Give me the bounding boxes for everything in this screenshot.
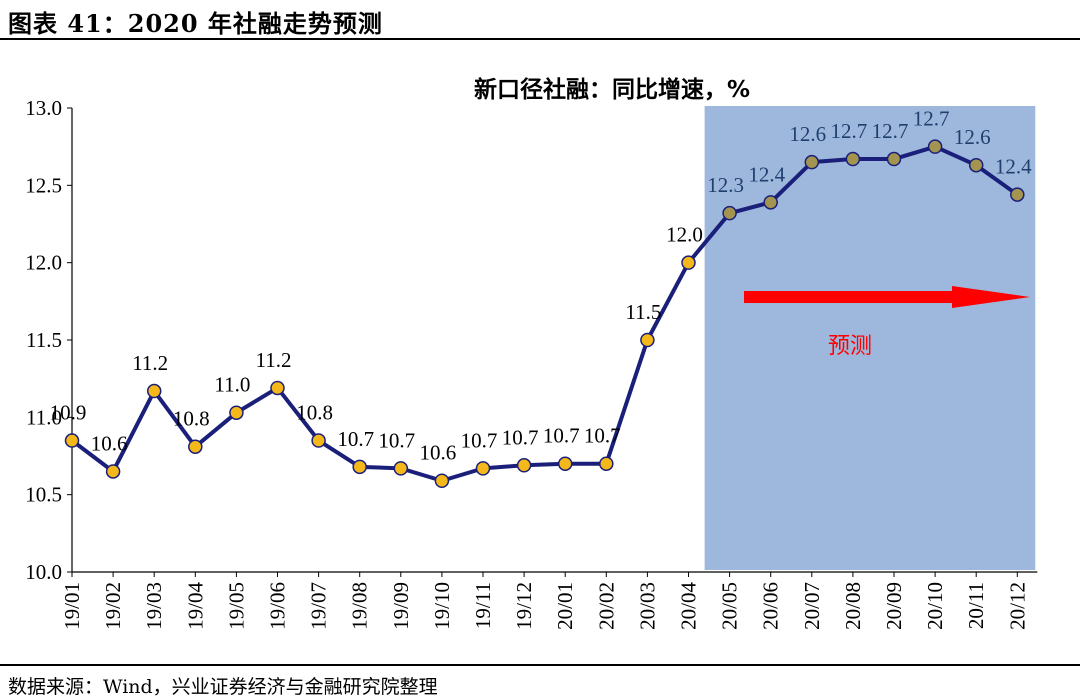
x-tick-label: 19/12 — [512, 582, 536, 630]
data-label: 10.7 — [543, 424, 580, 448]
top-rule — [0, 38, 1080, 40]
data-point — [270, 380, 285, 396]
data-point — [886, 151, 902, 167]
y-tick-label: 13.0 — [25, 96, 62, 120]
data-label: 10.7 — [461, 428, 498, 452]
y-tick-label: 10.5 — [25, 483, 62, 507]
x-tick-label: 20/08 — [841, 582, 865, 630]
forecast-region — [704, 106, 1036, 570]
data-point — [146, 383, 162, 399]
data-label: 12.3 — [707, 173, 744, 197]
x-tick-label: 20/12 — [1005, 582, 1029, 630]
data-label: 11.5 — [625, 300, 661, 324]
x-tick-label: 20/04 — [677, 582, 701, 630]
data-label: 10.8 — [296, 401, 333, 425]
data-label: 11.0 — [214, 373, 250, 397]
x-tick-label: 19/08 — [348, 582, 372, 630]
data-label: 10.7 — [584, 424, 621, 448]
data-point — [64, 433, 80, 448]
x-tick-label: 19/09 — [389, 582, 413, 630]
data-point — [516, 458, 532, 473]
x-tick-label: 20/03 — [635, 582, 659, 630]
data-point — [311, 433, 326, 448]
x-tick-label: 19/07 — [307, 582, 331, 630]
y-tick-label: 12.5 — [25, 173, 62, 197]
data-label: 12.4 — [748, 162, 785, 186]
data-label: 10.9 — [50, 401, 87, 425]
x-tick-label: 20/11 — [964, 582, 988, 629]
line-chart: 新口径社融：同比增速，% 10.0 10.5 11.0 11.5 12.0 12.5 13.0… — [25, 76, 1038, 630]
x-tick-label: 19/11 — [471, 582, 495, 629]
source-note: 数据来源：Wind，兴业证券经济与金融研究院整理 — [8, 676, 438, 698]
x-tick-label: 19/06 — [266, 582, 290, 630]
forecast-arrow-shaft — [744, 291, 955, 303]
x-tick-label: 20/06 — [759, 582, 783, 630]
x-tick-label: 19/01 — [60, 582, 84, 630]
data-point — [599, 456, 614, 471]
data-point — [393, 461, 409, 476]
x-tick-label: 20/05 — [718, 582, 742, 630]
x-tick-label: 19/10 — [430, 582, 454, 630]
x-tick-label: 20/01 — [553, 582, 577, 630]
bottom-rule — [0, 664, 1080, 666]
y-tick-label: 11.0 — [26, 405, 62, 429]
x-tick-label: 20/02 — [594, 582, 618, 630]
data-point — [188, 439, 203, 454]
data-point — [681, 255, 696, 270]
data-label: 10.7 — [337, 427, 374, 451]
data-point — [352, 459, 367, 475]
data-point — [105, 464, 121, 479]
data-point — [722, 205, 737, 221]
y-tick-label: 10.0 — [25, 560, 62, 584]
forecast-label: 预测 — [828, 334, 872, 359]
x-tick-label: 19/02 — [101, 582, 125, 630]
data-point — [1010, 187, 1025, 202]
x-tick-label: 19/05 — [224, 582, 248, 630]
x-tick-label: 20/09 — [882, 582, 906, 630]
data-label: 12.6 — [789, 122, 826, 146]
data-point — [229, 405, 244, 420]
data-label: 10.6 — [91, 431, 128, 455]
x-tick-label: 20/10 — [923, 582, 947, 630]
x-tick-label: 19/03 — [142, 582, 166, 630]
data-point — [475, 461, 491, 476]
data-label: 12.0 — [666, 223, 703, 247]
data-label: 11.2 — [132, 351, 168, 375]
x-tick-label: 20/07 — [800, 582, 824, 630]
data-point — [640, 332, 655, 348]
data-label: 10.8 — [173, 407, 210, 431]
data-point — [434, 473, 450, 488]
data-label: 12.7 — [831, 119, 868, 143]
y-tick-label: 11.5 — [26, 328, 62, 352]
data-label: 12.7 — [872, 119, 909, 143]
data-point — [804, 154, 820, 170]
data-label: 10.7 — [502, 425, 539, 449]
data-label: 11.2 — [256, 348, 292, 372]
x-tick-label: 19/04 — [183, 582, 207, 630]
y-tick-label: 12.0 — [25, 251, 62, 275]
chart-title: 新口径社融：同比增速，% — [474, 76, 750, 103]
data-point — [557, 456, 573, 471]
data-point — [763, 195, 778, 210]
data-label: 12.4 — [995, 155, 1032, 179]
data-point — [845, 151, 861, 167]
data-point — [968, 157, 984, 173]
data-label: 10.6 — [420, 441, 457, 465]
figure-title: 图表 41：2020 年社融走势预测 — [8, 9, 383, 38]
forecast-arrow-head — [952, 286, 1030, 308]
data-label: 12.7 — [913, 107, 950, 131]
data-label: 10.7 — [378, 428, 415, 452]
data-label: 12.6 — [954, 125, 991, 149]
data-point — [927, 139, 943, 154]
